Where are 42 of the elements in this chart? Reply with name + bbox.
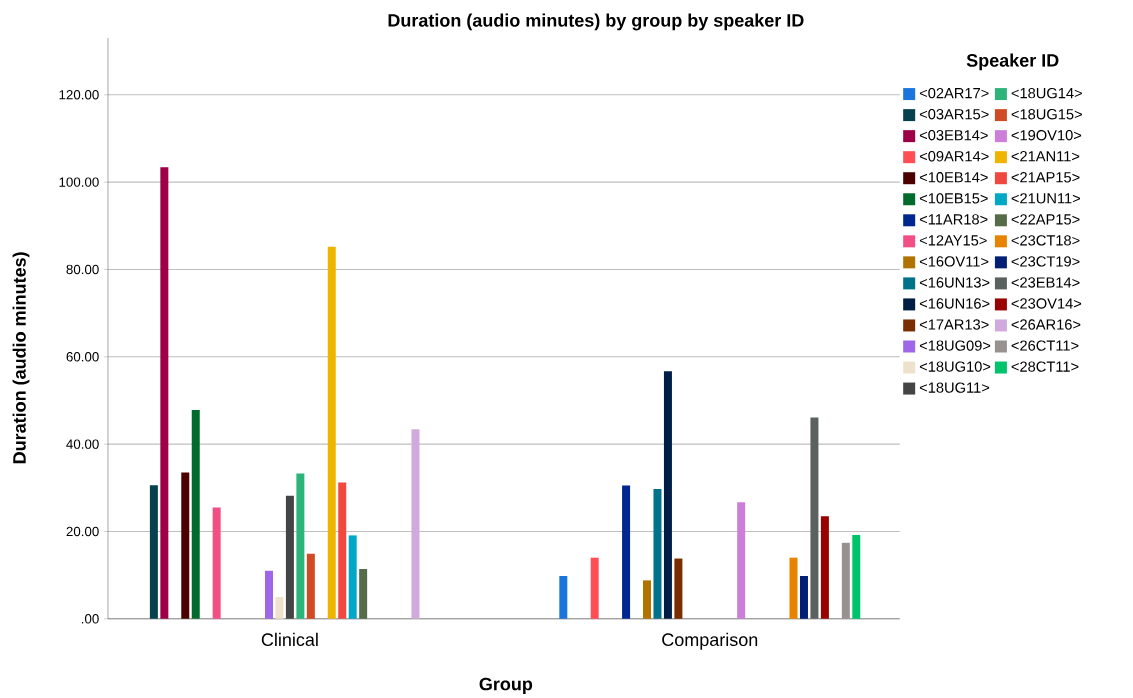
legend-label: <21UN11>: [1011, 192, 1080, 204]
legend-label: <19OV10>: [1011, 129, 1082, 141]
legend-label: <10EB15>: [919, 192, 988, 204]
legend-label: <17AR13>: [919, 319, 989, 330]
legend-label: <18UG15>: [1011, 108, 1082, 120]
y-tick-label: 40.00: [66, 439, 99, 449]
legend-label: <16UN16>: [919, 298, 990, 309]
legend-label: <02AR17>: [919, 87, 989, 99]
y-tick-label: .00: [81, 613, 99, 624]
legend-label: <23CT18>: [1011, 235, 1080, 246]
legend-label: <11AR18>: [919, 213, 988, 225]
x-axis-title: Group: [479, 677, 533, 694]
x-tick-label: Comparison: [662, 632, 758, 650]
legend-label: <26CT11>: [1011, 340, 1079, 351]
legend-label: <21AN11>: [1011, 150, 1080, 162]
y-tick-label: 100.00: [59, 177, 99, 187]
y-tick-label: 80.00: [66, 264, 99, 274]
legend-label: <23OV14>: [1011, 298, 1082, 309]
legend-label: <18UG10>: [919, 361, 991, 372]
legend-label: <26AR16>: [1011, 319, 1081, 330]
x-tick-label: Clinical: [261, 632, 318, 646]
y-tick-label: 120.00: [59, 89, 99, 100]
y-tick-label: 20.00: [66, 526, 99, 536]
y-tick-label: 60.00: [66, 351, 99, 362]
legend-label: <09AR14>: [919, 150, 989, 162]
legend-label: <23CT19>: [1011, 256, 1080, 267]
legend-label: <10EB14>: [919, 171, 988, 183]
legend-label: <22AP15>: [1011, 213, 1080, 225]
legend-label: <28CT11>: [1011, 361, 1079, 372]
legend-title: Speaker ID: [966, 53, 1059, 71]
legend-label: <16UN13>: [919, 277, 990, 288]
legend-label: <03EB14>: [919, 129, 988, 141]
chart-title: Duration (audio minutes) by group by speaker ID: [388, 13, 804, 31]
legend-label: <16OV11>: [919, 256, 989, 267]
legend-label: <03AR15>: [919, 108, 989, 120]
legend-label: <18UG14>: [1011, 87, 1082, 99]
legend-label: <12AY15>: [919, 235, 987, 246]
legend-label: <23EB14>: [1011, 277, 1080, 288]
y-axis-title: Duration (audio minutes): [12, 252, 30, 463]
legend-label: <18UG11>: [919, 382, 990, 393]
legend-label: <18UG09>: [919, 340, 991, 351]
legend-label: <21AP15>: [1011, 171, 1080, 183]
